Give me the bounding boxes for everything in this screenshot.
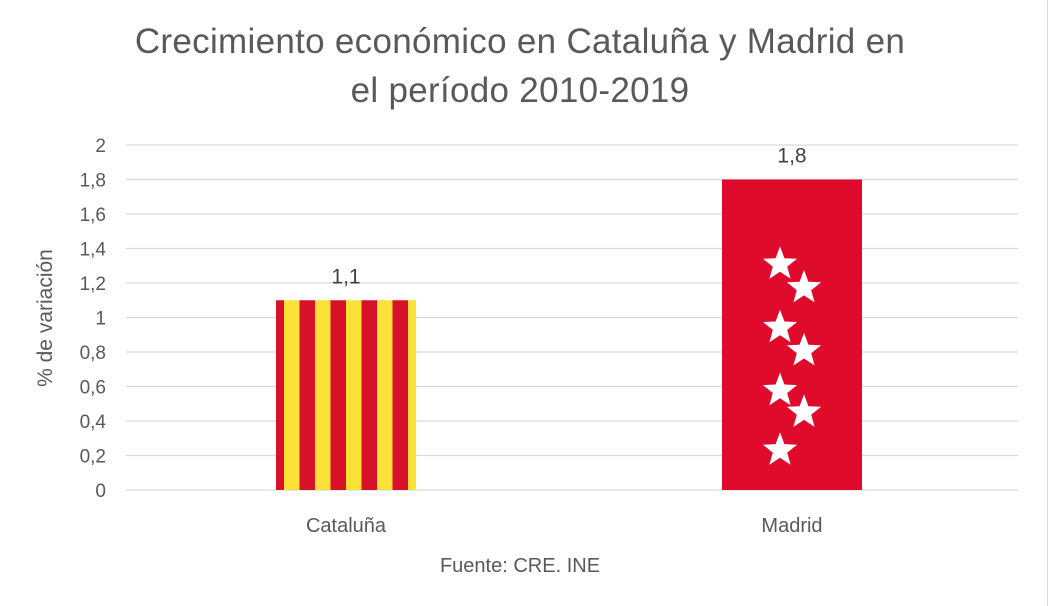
x-tick-label: Cataluña	[306, 515, 387, 537]
y-tick-label: 0,2	[80, 447, 106, 468]
y-tick-label: 0,4	[80, 412, 107, 433]
y-tick-label: 1,8	[80, 171, 106, 192]
data-label: 1,8	[777, 145, 806, 168]
data-label: 1,1	[331, 265, 360, 288]
bar-cataluna	[276, 300, 416, 490]
star-icon	[786, 332, 822, 366]
y-tick-label: 0,6	[80, 378, 106, 399]
y-tick-label: 0	[95, 481, 106, 502]
x-tick-labels: Cataluña Madrid	[306, 515, 823, 537]
y-tick-label: 0,8	[80, 343, 106, 364]
star-icon	[762, 432, 798, 465]
madrid-stars	[762, 246, 822, 465]
source-note: Fuente: CRE. INE	[439, 555, 601, 577]
chart-title-line-1: Crecimiento económico en Cataluña y Madr…	[134, 22, 906, 61]
x-tick-label: Madrid	[761, 515, 822, 537]
star-icon	[762, 372, 798, 406]
y-tick-label: 1,4	[80, 240, 107, 261]
bars	[276, 179, 862, 490]
y-tick-label: 1,2	[80, 274, 106, 295]
star-icon	[762, 309, 798, 343]
y-tick-label: 1	[95, 309, 106, 330]
y-tick-label: 2	[95, 136, 106, 157]
y-tick-label: 1,6	[80, 205, 106, 226]
star-icon	[786, 269, 822, 303]
chart-title-line-2: el período 2010-2019	[350, 71, 690, 110]
star-icon	[786, 394, 822, 427]
bar-madrid	[722, 179, 862, 490]
gridlines	[126, 144, 1018, 491]
star-icon	[762, 246, 798, 279]
data-labels: 1,1 1,8	[331, 145, 806, 289]
y-axis-label: % de variación	[34, 249, 57, 387]
y-tick-labels: 0 0,2 0,4 0,6 0,8 1 1,2 1,4 1,6 1,8 2	[80, 136, 107, 502]
